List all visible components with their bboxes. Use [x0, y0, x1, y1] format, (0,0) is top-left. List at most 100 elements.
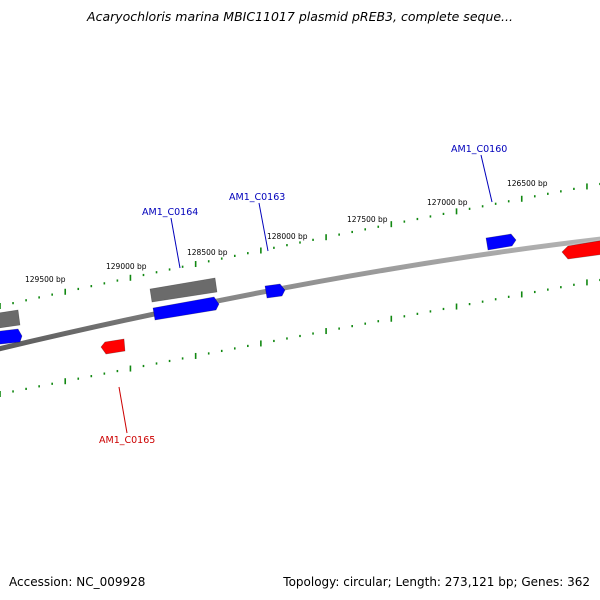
scale-label-128000: 128000 bp: [267, 232, 308, 241]
inner-minor-tick: [38, 385, 40, 388]
scale-label-128500: 128500 bp: [187, 248, 228, 257]
outer-major-tick: [520, 195, 523, 202]
inner-minor-tick: [403, 315, 406, 318]
outer-minor-tick: [468, 207, 471, 210]
inner-minor-tick: [116, 369, 119, 373]
inner-minor-tick: [494, 298, 497, 301]
inner-minor-tick: [233, 347, 236, 350]
inner-minor-tick: [273, 339, 275, 343]
inner-major-tick: [129, 365, 132, 372]
feature-gray-left[interactable]: [0, 308, 21, 330]
outer-major-tick: [260, 247, 262, 254]
outer-major-tick: [194, 261, 197, 268]
scale-label-129500: 129500 bp: [25, 275, 66, 284]
feature-gene-AM1_C0165[interactable]: [100, 337, 126, 355]
inner-minor-tick: [286, 337, 288, 340]
scale-labels: 126500 bp 127000 bp 127500 bp 128000 bp …: [25, 179, 548, 284]
outer-minor-tick: [233, 254, 236, 257]
gene-label-leaders: [118, 154, 493, 434]
inner-minor-tick: [429, 310, 432, 313]
inner-minor-tick: [142, 364, 145, 368]
inner-minor-tick: [168, 359, 171, 363]
inner-minor-tick: [481, 300, 484, 303]
outer-minor-tick: [299, 241, 301, 244]
inner-major-tick: [390, 315, 393, 322]
outer-minor-tick: [273, 246, 275, 249]
outer-minor-tick: [38, 296, 40, 299]
outer-minor-tick: [403, 220, 406, 223]
outer-minor-tick: [142, 273, 145, 277]
outer-minor-tick: [12, 302, 14, 305]
inner-minor-tick: [155, 362, 158, 365]
gene-label-AM1_C0163[interactable]: AM1_C0163: [229, 192, 285, 203]
inner-major-tick: [520, 291, 523, 298]
outer-major-tick: [64, 288, 67, 295]
outer-major-tick: [325, 234, 327, 241]
inner-major-tick: [0, 391, 1, 397]
inner-major-tick: [586, 279, 588, 286]
outer-minor-tick: [429, 215, 432, 218]
scale-label-129000: 129000 bp: [106, 262, 147, 271]
inner-major-tick: [260, 340, 262, 347]
feature-gene-right-edge[interactable]: [561, 239, 600, 260]
leader-AM1_C0163: [258, 202, 269, 252]
gene-label-AM1_C0160[interactable]: AM1_C0160: [451, 144, 507, 155]
outer-minor-tick: [247, 252, 249, 255]
leader-AM1_C0164: [170, 217, 181, 269]
feature-gray-AM1_C0164[interactable]: [149, 276, 218, 303]
scale-label-127500: 127500 bp: [347, 215, 388, 224]
outer-minor-tick: [155, 271, 158, 274]
outer-minor-tick: [207, 260, 210, 263]
outer-minor-tick: [560, 190, 562, 193]
outer-minor-tick: [181, 265, 184, 268]
outer-minor-tick: [77, 287, 80, 291]
feature-layer: [0, 232, 600, 355]
outer-minor-tick: [507, 200, 510, 203]
inner-major-tick: [455, 303, 458, 310]
inner-major-tick: [194, 352, 197, 359]
inner-minor-tick: [351, 325, 353, 328]
outer-minor-tick: [168, 268, 171, 271]
inner-minor-tick: [507, 295, 510, 298]
inner-minor-tick: [247, 344, 249, 348]
feature-gene-AM1_C0164-neighbor-left[interactable]: [0, 327, 23, 346]
outer-minor-tick: [364, 228, 367, 231]
sequence-stats-text: Topology: circular; Length: 273,121 bp; …: [283, 575, 590, 589]
inner-minor-tick: [338, 327, 340, 330]
inner-minor-tick: [299, 334, 301, 338]
accession-text: Accession: NC_009928: [9, 575, 146, 589]
outer-major-tick: [390, 221, 393, 228]
feature-gene-AM1_C0163[interactable]: [264, 282, 286, 299]
outer-major-tick: [0, 303, 1, 309]
outer-major-tick: [455, 208, 458, 215]
inner-minor-tick: [207, 352, 210, 355]
inner-minor-tick: [416, 312, 419, 315]
scale-label-126500: 126500 bp: [507, 179, 548, 188]
outer-minor-tick: [116, 279, 119, 282]
gene-label-AM1_C0165[interactable]: AM1_C0165: [99, 435, 155, 446]
inner-minor-tick: [468, 303, 471, 306]
feature-gene-AM1_C0160[interactable]: [485, 232, 517, 251]
outer-minor-tick: [573, 187, 575, 190]
feature-gene-AM1_C0164[interactable]: [152, 295, 220, 321]
inner-minor-tick: [573, 283, 575, 286]
outer-major-tick: [129, 274, 132, 281]
outer-minor-tick: [481, 205, 484, 208]
inner-minor-tick: [442, 307, 445, 311]
inner-minor-tick: [220, 349, 223, 353]
map-title: Acaryochloris marina MBIC11017 plasmid p…: [87, 9, 513, 24]
leader-AM1_C0165: [118, 386, 128, 434]
outer-minor-tick: [533, 195, 536, 198]
inner-minor-tick: [364, 322, 367, 325]
outer-minor-tick: [547, 192, 549, 195]
inner-minor-tick: [377, 320, 380, 323]
inner-minor-tick: [103, 372, 106, 375]
inner-tick-track: [0, 278, 600, 397]
outer-minor-tick: [494, 202, 497, 205]
gene-label-AM1_C0164[interactable]: AM1_C0164: [142, 207, 198, 218]
inner-major-tick: [325, 328, 327, 335]
outer-minor-tick: [90, 285, 93, 288]
outer-minor-tick: [338, 233, 340, 236]
